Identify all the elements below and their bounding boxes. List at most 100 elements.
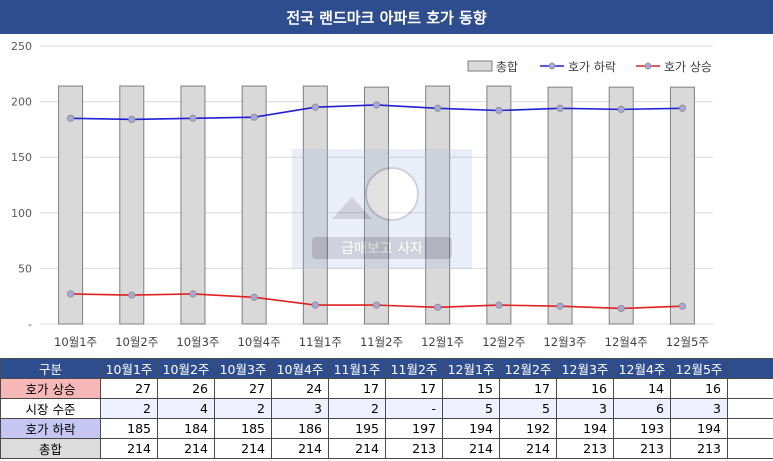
point-fall bbox=[250, 113, 258, 121]
table-cell: 192 bbox=[499, 418, 557, 439]
bar-total bbox=[241, 85, 267, 325]
table-cell: 16 bbox=[556, 378, 614, 399]
point-fall bbox=[556, 104, 564, 112]
chart-area: - 50 100 150 200 250 10월1주 10월2주 10월3주 10월4주 11월1주… bbox=[0, 34, 773, 358]
table-cell: 26 bbox=[157, 378, 215, 399]
table-header-spacer bbox=[727, 358, 773, 379]
table-cell: 213 bbox=[613, 438, 671, 459]
table-cell: 3 bbox=[271, 398, 329, 419]
table-cell: 17 bbox=[328, 378, 386, 399]
table-cell: 27 bbox=[100, 378, 158, 399]
x-tick-label: 12월3주 bbox=[543, 335, 586, 349]
table-cell: 27 bbox=[214, 378, 272, 399]
bar-total bbox=[302, 85, 328, 325]
watermark-text: 급매보고 사자 bbox=[341, 241, 423, 257]
table-cell: 213 bbox=[385, 438, 443, 459]
x-tick-label: 10월4주 bbox=[238, 335, 281, 349]
table-spacer-cell bbox=[727, 378, 773, 399]
point-fall bbox=[189, 114, 197, 122]
x-tick-label: 12월1주 bbox=[421, 335, 464, 349]
point-rise bbox=[250, 293, 258, 301]
table-cell: 195 bbox=[328, 418, 386, 439]
y-tick-label: 50 bbox=[18, 262, 32, 275]
table-cell: 2 bbox=[214, 398, 272, 419]
table-row: 총합 214 214 214 214 214 213 214 214 213 2… bbox=[0, 438, 773, 459]
y-tick-label: 150 bbox=[11, 151, 32, 164]
chart-plot: - 50 100 150 200 250 10월1주 10월2주 10월3주 10월4주 11월1주… bbox=[11, 40, 713, 349]
x-tick-label: 10월3주 bbox=[176, 335, 219, 349]
legend-label: 호가 상승 bbox=[664, 60, 712, 74]
point-fall bbox=[434, 104, 442, 112]
table-cell: 24 bbox=[271, 378, 329, 399]
table-cell: 214 bbox=[328, 438, 386, 459]
table-row: 시장 수준 2 4 2 3 2 - 5 5 3 6 3 bbox=[0, 398, 773, 419]
legend-marker bbox=[644, 62, 652, 70]
table-cell: 3 bbox=[670, 398, 728, 419]
point-rise bbox=[311, 301, 319, 309]
table-cell: 213 bbox=[556, 438, 614, 459]
table-header-cell: 10월2주 bbox=[157, 358, 215, 379]
y-tick-label: - bbox=[28, 318, 32, 331]
bar-total bbox=[58, 85, 84, 325]
table-cell: 214 bbox=[157, 438, 215, 459]
table-header-cell: 10월1주 bbox=[100, 358, 158, 379]
x-tick-label: 10월2주 bbox=[115, 335, 158, 349]
table-cell: 214 bbox=[271, 438, 329, 459]
y-tick-label: 250 bbox=[11, 40, 32, 53]
table-header-cell: 11월2주 bbox=[385, 358, 443, 379]
table-cell: 6 bbox=[613, 398, 671, 419]
table-cell: 185 bbox=[214, 418, 272, 439]
x-tick-label: 12월5주 bbox=[666, 335, 709, 349]
table-header-cell: 12월5주 bbox=[670, 358, 728, 379]
table-header-cell: 12월3주 bbox=[556, 358, 614, 379]
bar-total bbox=[486, 85, 512, 325]
table-header-cell: 10월3주 bbox=[214, 358, 272, 379]
point-fall bbox=[66, 114, 75, 122]
table-cell: 214 bbox=[442, 438, 500, 459]
table-cell: 2 bbox=[100, 398, 158, 419]
point-fall bbox=[495, 106, 503, 115]
table-header-cell: 12월4주 bbox=[613, 358, 671, 379]
table-cell: 14 bbox=[613, 378, 671, 399]
point-rise bbox=[128, 291, 136, 299]
table-cell: 194 bbox=[556, 418, 614, 439]
row-label-rise: 호가 상승 bbox=[0, 378, 101, 399]
table-spacer-cell bbox=[727, 418, 773, 439]
table-cell: 197 bbox=[385, 418, 443, 439]
point-fall bbox=[678, 104, 687, 112]
table-cell: - bbox=[385, 398, 443, 419]
point-rise bbox=[434, 303, 442, 311]
row-label-total: 총합 bbox=[0, 438, 101, 459]
bar-total bbox=[608, 86, 634, 325]
legend-marker bbox=[548, 62, 556, 70]
table-cell: 194 bbox=[670, 418, 728, 439]
table-cell: 4 bbox=[157, 398, 215, 419]
table-header-label: 구분 bbox=[0, 358, 101, 379]
bar-total bbox=[547, 86, 573, 325]
table-cell: 185 bbox=[100, 418, 158, 439]
point-rise bbox=[372, 301, 381, 309]
table-spacer-cell bbox=[727, 438, 773, 459]
table-cell: 214 bbox=[100, 438, 158, 459]
chart-title: 전국 랜드마크 아파트 호가 동향 bbox=[0, 0, 773, 34]
table-cell: 184 bbox=[157, 418, 215, 439]
table-cell: 213 bbox=[670, 438, 728, 459]
row-label-market: 시장 수준 bbox=[0, 398, 101, 419]
legend-label: 총합 bbox=[496, 60, 518, 74]
table-cell: 5 bbox=[499, 398, 557, 419]
table-cell: 2 bbox=[328, 398, 386, 419]
point-fall bbox=[128, 115, 136, 123]
table-cell: 194 bbox=[442, 418, 500, 439]
bar-total bbox=[669, 86, 695, 325]
legend-label: 호가 하락 bbox=[568, 60, 616, 74]
table-cell: 16 bbox=[670, 378, 728, 399]
table-cell: 186 bbox=[271, 418, 329, 439]
table-header-cell: 12월1주 bbox=[442, 358, 500, 379]
row-label-fall: 호가 하락 bbox=[0, 418, 101, 439]
bar-total bbox=[364, 86, 389, 325]
data-table: 구분 10월1주 10월2주 10월3주 10월4주 11월1주 11월2주 1… bbox=[0, 358, 773, 461]
point-fall bbox=[617, 105, 625, 113]
table-spacer-cell bbox=[727, 398, 773, 419]
table-row: 호가 상승 27 26 27 24 17 17 15 17 16 14 16 bbox=[0, 378, 773, 399]
table-cell: 5 bbox=[442, 398, 500, 419]
